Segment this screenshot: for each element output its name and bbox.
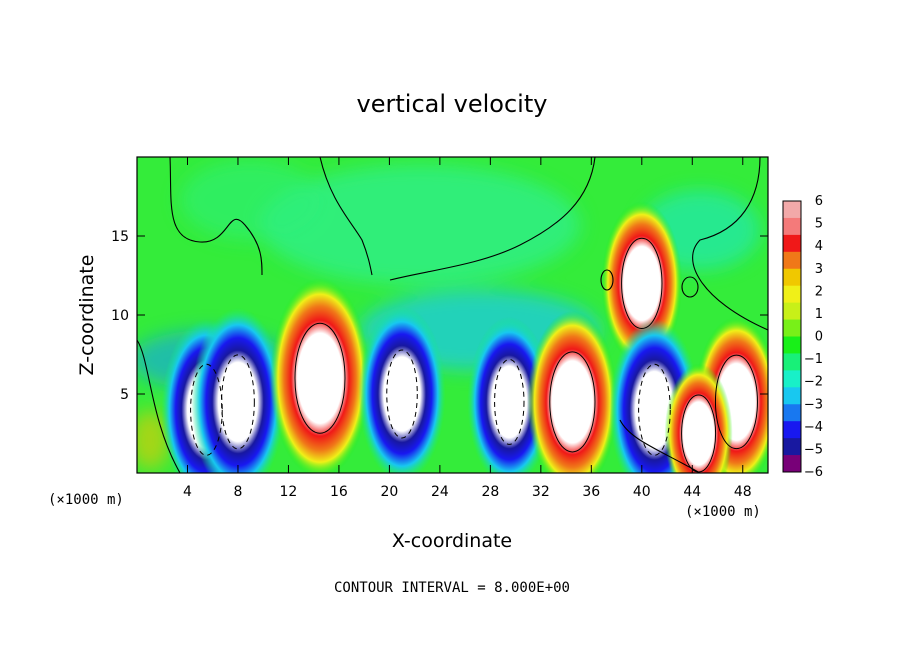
contour-positive <box>294 322 346 434</box>
x-axis-title: X-coordinate <box>392 530 512 552</box>
colorbar-tick-label: 6 <box>815 194 823 209</box>
velocity-cell-downdraft <box>191 307 285 473</box>
colorbar-band <box>783 201 801 219</box>
x-unit-label-right: (×1000 m) <box>685 504 761 520</box>
y-axis: 5 10 15 <box>111 229 768 403</box>
contour-lines <box>137 157 768 473</box>
x-tick-label: 12 <box>280 484 298 500</box>
velocity-cell-updraft <box>527 310 618 473</box>
contour-negative <box>638 363 671 456</box>
x-tick-label: 32 <box>532 484 550 500</box>
contour-interval-label: CONTOUR INTERVAL = 8.000E+00 <box>334 580 570 596</box>
y-tick-label: 5 <box>120 387 129 403</box>
velocity-cell-downdraft <box>358 306 446 473</box>
contour-positive <box>714 354 758 450</box>
colorbar-tick-label: 3 <box>815 262 823 277</box>
colorbar-band <box>783 370 801 388</box>
x-tick-label: 8 <box>233 484 242 500</box>
colorbar-tick-label: 4 <box>815 239 823 254</box>
colorbar-tick-label: −5 <box>804 442 823 457</box>
colorbar-tick-label: −3 <box>804 397 823 412</box>
colorbar-tick-label: −2 <box>804 375 823 390</box>
contour-positive <box>621 237 663 329</box>
colorbar-band <box>783 353 801 371</box>
x-tick-label: 4 <box>183 484 192 500</box>
y-tick-label: 15 <box>111 229 129 245</box>
velocity-cell-updraft <box>664 363 733 473</box>
x-tick-label: 28 <box>481 484 499 500</box>
chart-title: vertical velocity <box>357 90 548 118</box>
contour-negative <box>386 349 418 439</box>
colorbar-band <box>783 319 801 337</box>
x-tick-label: 36 <box>582 484 600 500</box>
x-unit-label-left: (×1000 m) <box>48 492 124 508</box>
colorbar-tick-label: −1 <box>804 352 823 367</box>
colorbar-tick-label: −4 <box>804 420 823 435</box>
contour-negative <box>190 363 223 456</box>
colorbar-tick-label: 5 <box>815 217 823 232</box>
colorbar: 6 5 4 3 2 1 0 −1 −2 −3 −4 −5 −6 <box>782 194 823 480</box>
colorbar-band <box>783 285 801 304</box>
y-tick-label: 10 <box>111 308 129 324</box>
y-axis-title: Z-coordinate <box>76 255 98 376</box>
x-tick-label: 20 <box>380 484 398 500</box>
plot-area <box>137 157 768 473</box>
contour-negative <box>494 358 525 445</box>
colorbar-frame <box>782 200 802 473</box>
colorbar-band <box>783 421 801 439</box>
colorbar-tick-label: 1 <box>815 307 823 322</box>
colorbar-tick-label: 2 <box>815 284 823 299</box>
colorbar-band <box>783 387 801 405</box>
colorbar-band <box>783 336 801 354</box>
colorbar-band <box>783 234 801 253</box>
x-tick-label: 40 <box>633 484 651 500</box>
contour-negative <box>221 354 255 450</box>
colorbar-band <box>783 217 801 236</box>
contour-positive <box>681 394 717 473</box>
x-tick-label: 44 <box>683 484 701 500</box>
x-tick-label: 16 <box>330 484 348 500</box>
contour-lines-negative <box>190 349 671 456</box>
contour-positive <box>549 351 596 453</box>
colorbar-band <box>783 455 801 473</box>
colorbar-tick-label: −6 <box>804 465 823 480</box>
colorbar-tick-label: 0 <box>815 330 823 345</box>
colorbar-band <box>783 404 801 422</box>
colorbar-band <box>783 268 801 287</box>
x-tick-label: 24 <box>431 484 449 500</box>
velocity-cell-updraft <box>270 278 370 473</box>
colorbar-band <box>783 302 801 321</box>
x-axis: 4 8 12 16 20 24 28 32 36 40 44 48 <box>183 157 752 500</box>
colorbar-band <box>783 251 801 270</box>
colorbar-band <box>783 438 801 456</box>
x-tick-label: 48 <box>734 484 752 500</box>
